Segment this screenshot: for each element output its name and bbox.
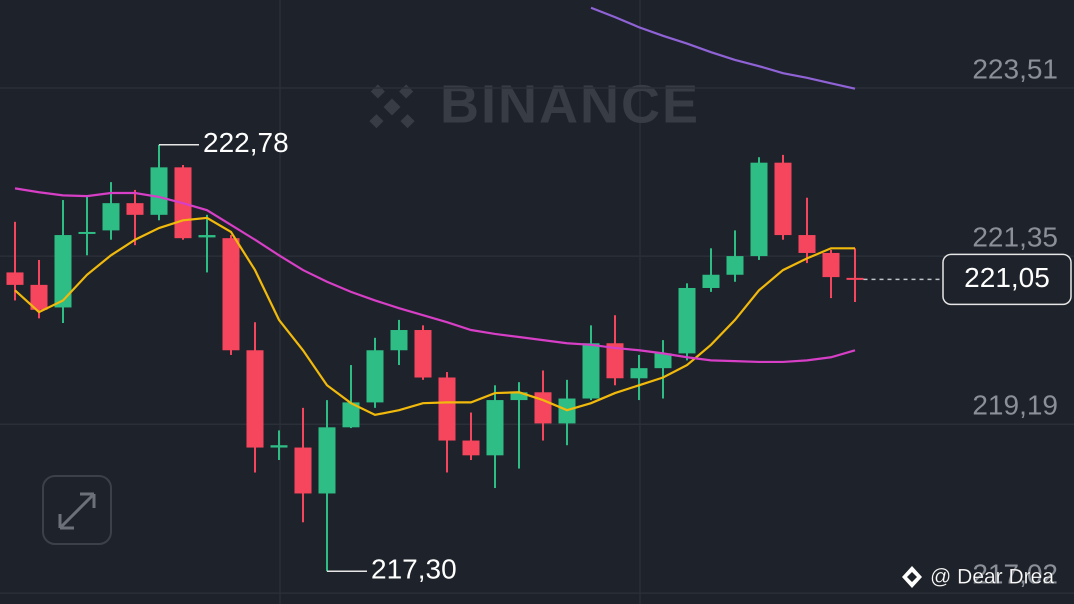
candle-body: [726, 256, 744, 275]
candle-body: [678, 287, 696, 354]
watermark-text: BINANCE: [440, 74, 700, 134]
candle-body: [6, 272, 24, 285]
candle-body: [798, 235, 816, 253]
candle-body: [486, 400, 504, 456]
candle-body: [606, 343, 624, 379]
candle-body: [198, 235, 216, 238]
candle-body: [438, 377, 456, 441]
candle-body: [822, 252, 840, 278]
y-tick-label: 217,02: [972, 558, 1058, 589]
candle-body: [318, 427, 336, 494]
candle-body: [390, 330, 408, 351]
candle-body: [102, 203, 120, 231]
credit: @ Dear Drea: [902, 565, 1055, 589]
y-tick-label: 221,35: [972, 221, 1058, 252]
ma-line: [14, 216, 855, 417]
candle-body: [414, 330, 432, 378]
candle-body: [582, 343, 600, 399]
ma-line: [14, 187, 856, 364]
candle-body: [30, 284, 48, 310]
candle-body: [54, 235, 72, 308]
annotation-label: 222,78: [203, 127, 289, 158]
ma-line: [590, 6, 856, 90]
candle-body: [294, 447, 312, 494]
candle-body: [246, 350, 264, 448]
candle-body: [630, 368, 648, 379]
expand-frame[interactable]: [42, 475, 112, 545]
expand-icon[interactable]: [58, 492, 96, 530]
candle-body: [774, 162, 792, 236]
candle-body: [654, 353, 672, 369]
candle-body: [366, 350, 384, 403]
credit-text: @ Dear Drea: [930, 566, 1054, 589]
y-tick-label: 219,19: [972, 390, 1058, 421]
candle-body: [534, 392, 552, 424]
y-tick-label: 223,51: [972, 53, 1058, 84]
last-price-box: [942, 253, 1072, 306]
candle-body: [126, 203, 144, 215]
candle-body: [222, 238, 240, 351]
last-price-label: 221,05: [964, 262, 1050, 293]
candle-body: [150, 167, 168, 215]
candle-body: [462, 440, 480, 456]
candle-body: [750, 162, 768, 257]
expand-button[interactable]: [42, 475, 112, 545]
credit-logo: [902, 566, 922, 588]
candle-body: [342, 402, 360, 428]
candle-body: [78, 231, 96, 234]
candle-body: [702, 274, 720, 288]
candle-body: [846, 277, 864, 280]
candle-body: [270, 445, 288, 448]
candle-body: [510, 392, 528, 401]
annotation-label: 217,30: [371, 554, 457, 585]
